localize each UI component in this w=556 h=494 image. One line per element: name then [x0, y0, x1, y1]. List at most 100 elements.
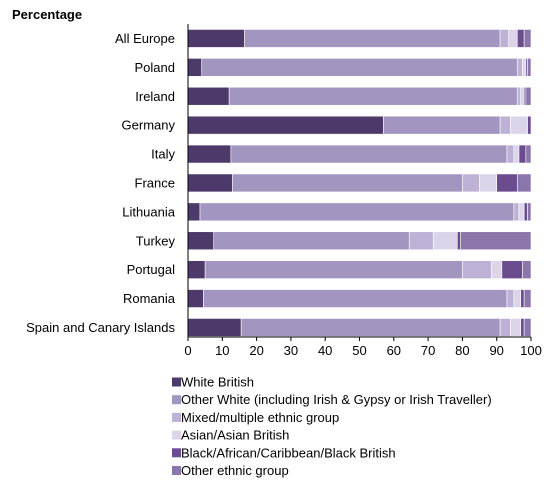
bar-segment: [516, 173, 532, 193]
x-tick-label: 10: [215, 343, 229, 358]
bar-segment: [187, 318, 242, 337]
bar-segment: [520, 289, 525, 308]
x-tick-label: 50: [352, 343, 366, 358]
legend-swatch: [172, 430, 181, 440]
chart-ylabel: Percentage: [12, 7, 82, 22]
bar-segment: [187, 202, 201, 222]
bar-segment: [462, 260, 492, 279]
bar-segment: [527, 58, 532, 77]
x-tick-label: 20: [249, 343, 263, 358]
category-label: Poland: [135, 60, 175, 75]
legend-label: Other ethnic group: [181, 463, 289, 478]
category-labels: All Europe Poland Ireland Germany Italy Franc…: [26, 31, 176, 335]
bar-segment: [510, 115, 528, 135]
bar-segment: [513, 144, 520, 164]
bar-segment: [525, 144, 532, 164]
bar-segment: [244, 29, 501, 48]
bar-segment: [187, 86, 230, 106]
bar-segment: [232, 173, 463, 193]
legend-label: White British: [181, 375, 254, 390]
x-tick-label: 30: [284, 343, 298, 358]
category-label: Italy: [151, 147, 175, 162]
bar-segment: [204, 260, 463, 279]
legend-label: Black/African/Caribbean/Black British: [181, 445, 396, 460]
x-tick-label: 80: [455, 343, 469, 358]
bar-segment: [187, 260, 206, 279]
bar-segment: [508, 29, 518, 48]
bars-group: [187, 29, 532, 337]
legend-swatch: [172, 466, 181, 475]
legend-swatch: [172, 412, 181, 422]
bar-segment: [516, 29, 525, 48]
category-label: Ireland: [135, 89, 175, 104]
bar-segment: [510, 318, 522, 337]
bar-segment: [516, 86, 522, 106]
x-tick-label: 90: [489, 343, 503, 358]
bar-segment: [201, 58, 518, 77]
x-tick-label: 40: [318, 343, 332, 358]
x-tick-label: 60: [387, 343, 401, 358]
legend-swatch: [172, 448, 181, 458]
bar-segment: [496, 173, 518, 193]
bar-segment: [187, 115, 384, 135]
x-tick-label: 0: [184, 343, 191, 358]
bar-segment: [513, 289, 522, 308]
bar-segment: [523, 29, 532, 48]
bar-segment: [527, 202, 532, 222]
bar-segment: [522, 58, 527, 77]
category-label: Romania: [123, 291, 176, 306]
bar-segment: [520, 318, 525, 337]
category-label: Turkey: [136, 233, 176, 248]
bar-segment: [199, 202, 515, 222]
bar-segment: [383, 115, 501, 135]
bar-segment: [462, 173, 480, 193]
bar-segment: [213, 231, 410, 251]
bar-segment: [513, 202, 520, 222]
bar-segment: [203, 289, 508, 308]
x-axis: 0 10 20 30 40 50 60 70 80 90 100: [184, 24, 542, 358]
bar-segment: [516, 58, 523, 77]
bar-segment: [187, 173, 233, 193]
bar-segment: [240, 318, 501, 337]
x-tick-label: 100: [520, 343, 542, 358]
bar-segment: [491, 260, 503, 279]
legend-label: Asian/Asian British: [181, 428, 289, 443]
bar-segment: [228, 86, 518, 106]
legend-swatch: [172, 395, 181, 405]
category-label: Lithuania: [122, 204, 176, 219]
bar-segment: [506, 144, 515, 164]
x-tick-label: 70: [421, 343, 435, 358]
bar-segment: [523, 202, 528, 222]
bar-segment: [187, 289, 204, 308]
bar-segment: [527, 115, 532, 135]
bar-segment: [408, 231, 434, 251]
bar-segment: [187, 29, 245, 48]
bar-segment: [499, 115, 511, 135]
legend: White British Other White (including Iris…: [172, 375, 492, 478]
bar-segment: [456, 231, 461, 251]
bar-segment: [523, 318, 532, 337]
bar-segment: [432, 231, 458, 251]
bar-segment: [230, 144, 508, 164]
bar-segment: [479, 173, 497, 193]
category-label: France: [135, 175, 175, 190]
bar-segment: [187, 144, 232, 164]
bar-segment: [499, 29, 510, 48]
category-label: All Europe: [115, 31, 175, 46]
legend-label: Other White (including Irish & Gypsy or …: [181, 392, 492, 407]
category-label: Portugal: [127, 262, 176, 277]
bar-segment: [523, 289, 532, 308]
legend-label: Mixed/multiple ethnic group: [181, 410, 339, 425]
bar-segment: [506, 289, 515, 308]
bar-segment: [187, 58, 203, 77]
bar-segment: [499, 318, 511, 337]
bar-segment: [525, 86, 532, 106]
legend-swatch: [172, 377, 181, 387]
bar-segment: [187, 231, 215, 251]
category-label: Spain and Canary Islands: [26, 320, 175, 335]
category-label: Germany: [122, 118, 176, 133]
bar-segment: [520, 86, 525, 106]
bar-segment: [518, 202, 525, 222]
bar-segment: [460, 231, 532, 251]
